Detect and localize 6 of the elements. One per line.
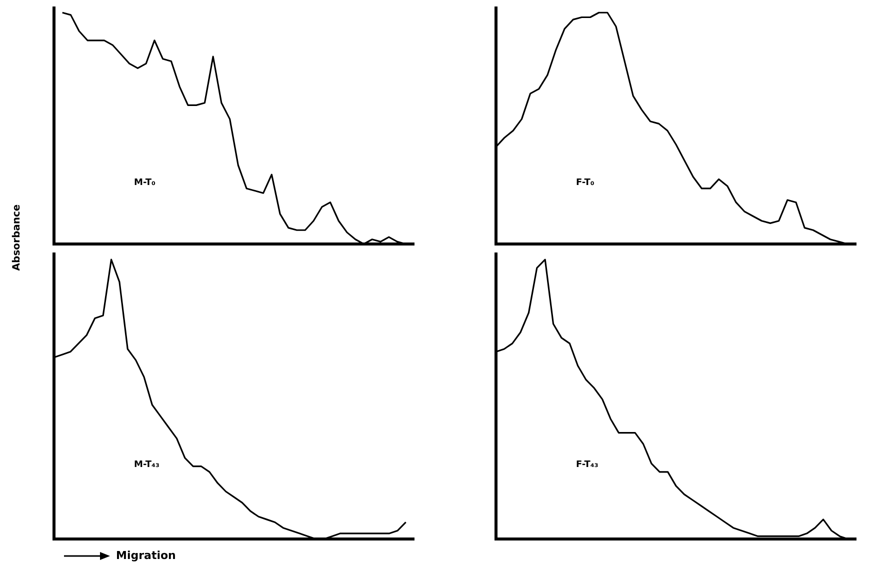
x-axis-title: Migration: [116, 549, 176, 562]
annotation: F-T₄₃: [576, 460, 598, 470]
annotation: M-T₀: [134, 178, 156, 188]
annotation: M-T₄₃: [134, 460, 160, 470]
annotation: F-T₀: [576, 178, 594, 188]
y-axis-title: Absorbance: [12, 203, 22, 273]
